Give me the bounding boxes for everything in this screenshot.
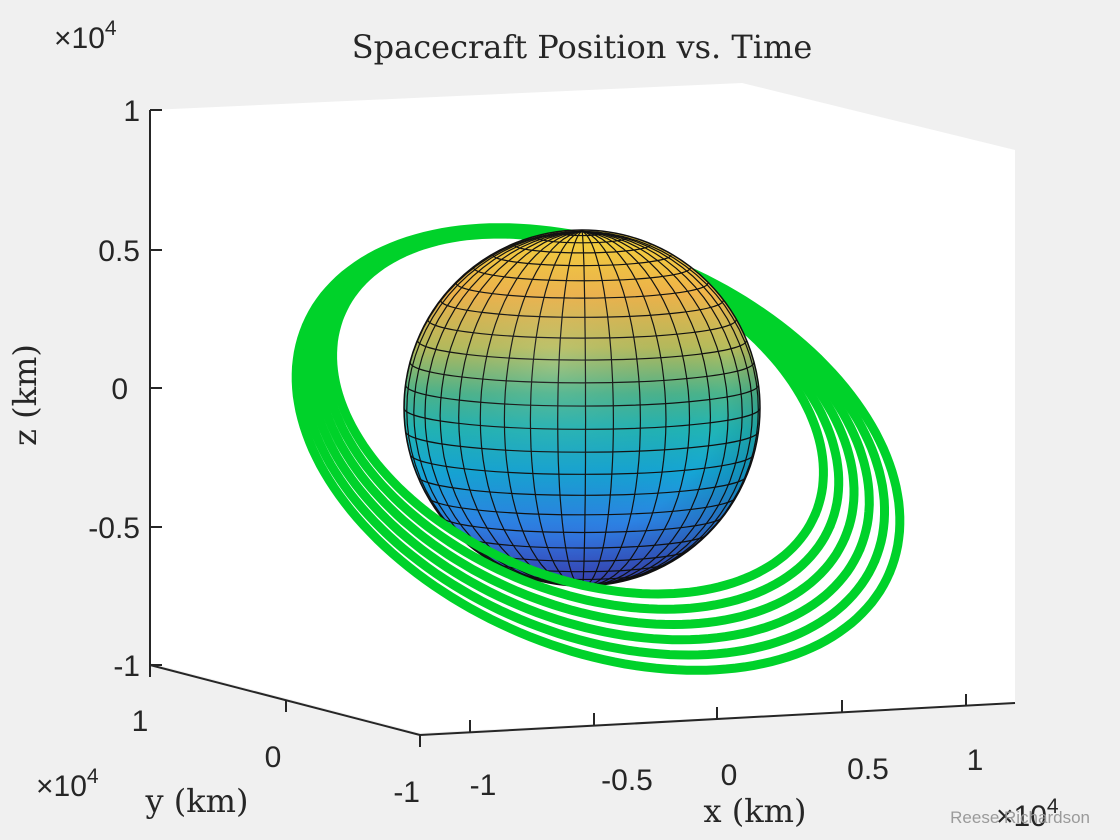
x-tick-label: 0 [721, 759, 738, 792]
orbit-loop-front [320, 311, 835, 614]
y-exponent: ×104 [36, 765, 99, 803]
y-tick-label: -1 [393, 776, 420, 809]
z-axis-label: z (km) [6, 344, 44, 446]
x-tick-label: 0.5 [847, 753, 889, 786]
z-tick-label: 0.5 [98, 235, 140, 268]
z-tick-labels: 1 0.5 0 -0.5 -1 [88, 95, 140, 683]
chart-title: Spacecraft Position vs. Time [352, 28, 813, 66]
tick-marks [149, 109, 967, 747]
orbit-loop-front [328, 309, 820, 599]
orbit-front [291, 309, 895, 675]
z-tick-label: 0 [111, 373, 128, 406]
y-axis-label: y (km) [145, 782, 249, 820]
x-tick-label: -1 [470, 769, 497, 802]
z-tick-label: -0.5 [88, 512, 140, 545]
x-exponent: ×104 [996, 795, 1059, 833]
orbit-loop-front [306, 316, 865, 645]
orbit-loop-front [313, 314, 850, 630]
z-exponent: ×104 [54, 17, 117, 55]
y-tick-label: 1 [132, 705, 149, 738]
svg-text:×104: ×104 [996, 795, 1059, 833]
z-tick-label: 1 [123, 95, 140, 128]
watermark-text: Reese Richardson [950, 808, 1090, 827]
y-tick-labels: -1 0 1 [132, 705, 420, 809]
z-tick-label: -1 [113, 650, 140, 683]
x-tick-label: 1 [967, 744, 984, 777]
svg-text:×104: ×104 [36, 765, 99, 803]
y-tick-label: 0 [265, 741, 282, 774]
orbit-loop-front [291, 321, 895, 675]
x-tick-labels: -1 -0.5 0 0.5 1 [470, 744, 984, 802]
svg-text:×104: ×104 [54, 17, 117, 55]
planet-sphere [403, 229, 761, 587]
x-axis-label: x (km) [704, 792, 807, 830]
orbit-loop-front [299, 318, 880, 660]
x-tick-label: -0.5 [601, 764, 653, 797]
